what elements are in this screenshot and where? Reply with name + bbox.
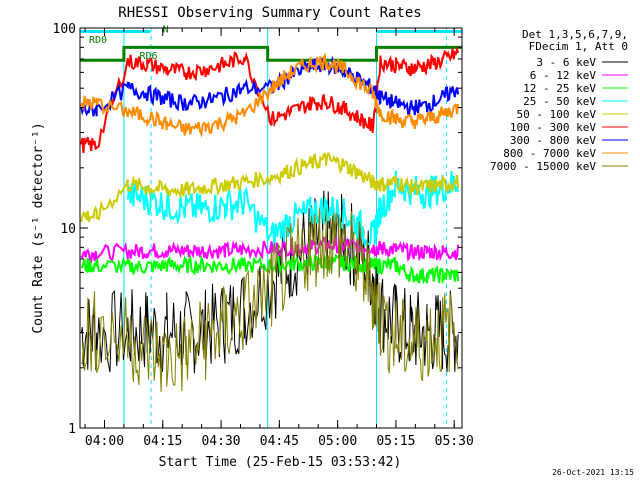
y-tick-label: 1 (68, 422, 76, 437)
y-axis-label: Count Rate (s⁻¹ detector⁻¹) (31, 122, 46, 333)
legend-header-2: FDecim 1, Att 0 (529, 40, 628, 53)
y-axis-ticks: 1 10 100 (53, 22, 462, 437)
chart-title: RHESSI Observing Summary Count Rates (118, 5, 421, 21)
series-line-0 (80, 190, 459, 374)
series-line-4 (80, 151, 460, 223)
plot-area: RD0 RD6 N 04:00 04:15 04:30 04:45 05:00 05:15 05… (53, 22, 474, 449)
x-tick-label: 04:45 (260, 434, 299, 449)
x-tick-label: 04:00 (85, 434, 124, 449)
legend-label: 7000 - 15000 keV (490, 160, 596, 173)
legend-label: 300 - 800 keV (510, 134, 596, 147)
series-lines (80, 45, 460, 393)
timestamp: 26-Oct-2021 13:15 (552, 468, 634, 477)
series-line-6 (80, 55, 460, 117)
x-tick-label: 05:30 (435, 434, 474, 449)
legend-header-1: Det 1,3,5,6,7,9, (522, 28, 628, 41)
x-axis-ticks: 04:00 04:15 04:30 04:45 05:00 05:15 05:30 (84, 28, 474, 449)
annotations: RD0 RD6 N (89, 24, 169, 62)
legend-label: 50 - 100 keV (517, 108, 597, 121)
series-line-5 (80, 45, 460, 154)
series-line-1 (80, 236, 460, 264)
legend-label: 100 - 300 keV (510, 121, 596, 134)
y-tick-label: 100 (53, 22, 76, 37)
x-axis-label: Start Time (25-Feb-15 03:53:42) (159, 455, 402, 470)
green-step-line (80, 45, 462, 62)
series-line-7 (80, 52, 460, 139)
legend-label: 25 - 50 keV (523, 95, 596, 108)
y-tick-label: 10 (60, 222, 76, 237)
legend: Det 1,3,5,6,7,9, FDecim 1, Att 0 3 - 6 k… (490, 28, 628, 173)
annotation-0: RD0 (89, 35, 107, 46)
x-tick-label: 05:00 (318, 434, 357, 449)
annotation-2: N (163, 24, 169, 35)
legend-label: 6 - 12 keV (530, 69, 597, 82)
x-tick-label: 04:30 (201, 434, 240, 449)
legend-label: 3 - 6 keV (536, 56, 596, 69)
x-tick-label: 04:15 (143, 434, 182, 449)
series-line-3 (126, 170, 460, 249)
annotation-1: RD6 (139, 51, 157, 62)
x-tick-label: 05:15 (376, 434, 415, 449)
series-line-2 (80, 253, 460, 285)
legend-label: 800 - 7000 keV (503, 147, 596, 160)
series-line-8 (80, 208, 459, 393)
legend-label: 12 - 25 keV (523, 82, 596, 95)
